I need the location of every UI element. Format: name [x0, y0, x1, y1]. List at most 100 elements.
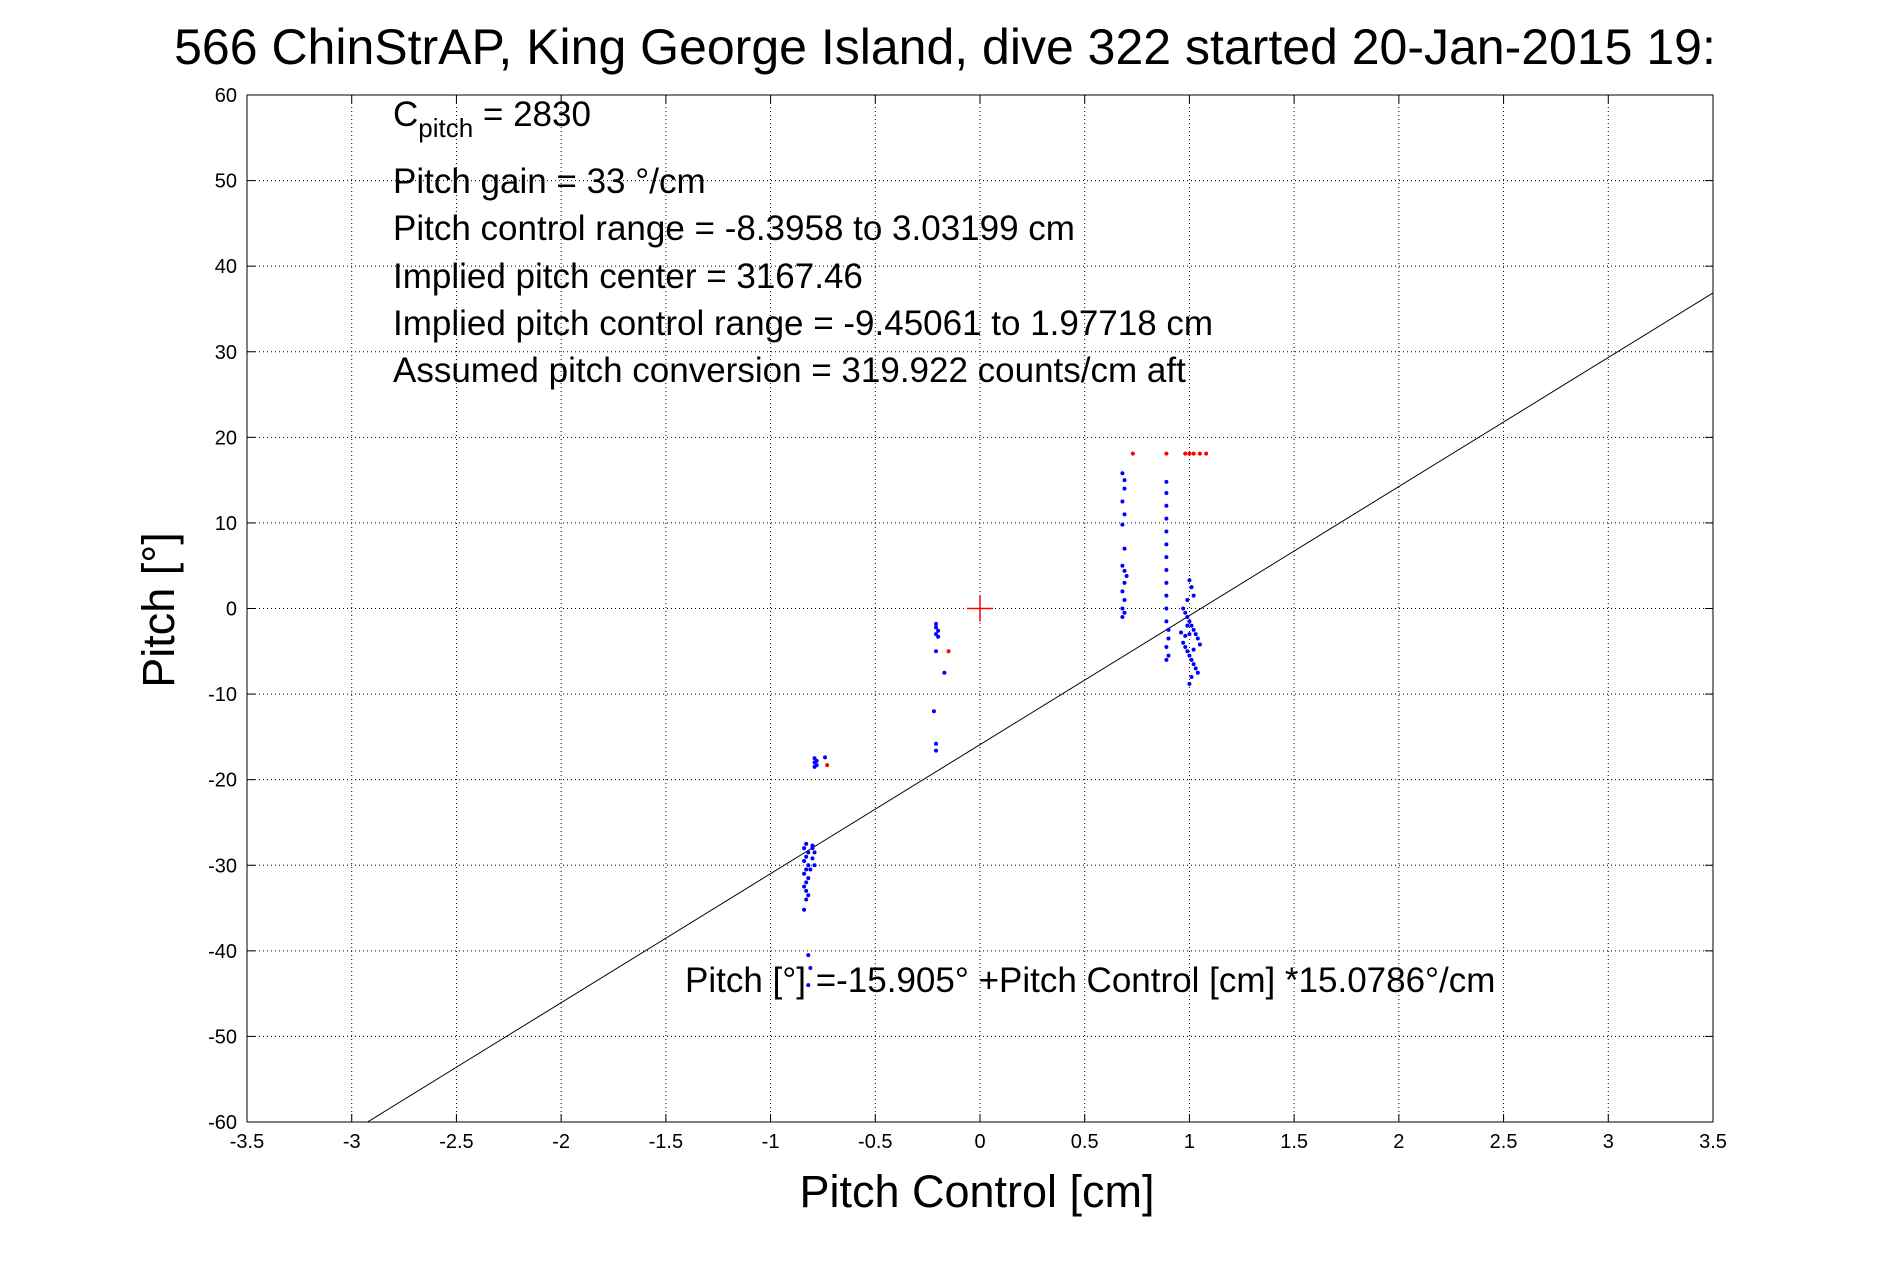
- y-tick-label: 20: [215, 427, 237, 449]
- x-tick-label: 0.5: [1071, 1131, 1099, 1153]
- data-point: [1164, 593, 1169, 598]
- data-point: [934, 649, 939, 654]
- x-tick-label: -2.5: [439, 1131, 473, 1153]
- y-tick-label: -20: [208, 770, 237, 792]
- data-point: [806, 893, 811, 898]
- data-point: [1197, 642, 1202, 647]
- data-point: [1193, 666, 1198, 671]
- x-tick-label: 3: [1603, 1131, 1614, 1153]
- data-point: [806, 850, 811, 855]
- x-tick-label: 0: [974, 1131, 985, 1153]
- x-tick-label: -0.5: [858, 1131, 892, 1153]
- data-point: [1164, 555, 1169, 560]
- data-point: [1191, 627, 1196, 632]
- data-point: [1164, 529, 1169, 534]
- x-tick-labels: -3.5 -3 -2.5 -2 -1.5 -1 -0.5 0 0.5 1 1.5 2 2.5 3 3.5: [230, 1131, 1727, 1153]
- data-point: [1181, 606, 1186, 611]
- data-point: [812, 764, 817, 769]
- data-point: [802, 858, 807, 863]
- data-point: [934, 621, 939, 626]
- data-point: [825, 763, 830, 768]
- data-point: [1191, 647, 1196, 652]
- x-tick-label: 1: [1184, 1131, 1195, 1153]
- y-tick-label: -60: [208, 1112, 237, 1134]
- data-point: [1120, 522, 1125, 527]
- data-point: [1191, 593, 1196, 598]
- data-point: [804, 854, 809, 859]
- data-point: [1166, 653, 1171, 658]
- y-tick-label: -50: [208, 1026, 237, 1048]
- y-tick-label: -30: [208, 855, 237, 877]
- data-point: [812, 850, 817, 855]
- annotations: Cpitch = 2830 Pitch gain = 33 °/cm Pitch…: [393, 95, 1495, 1000]
- data-point: [1164, 645, 1169, 650]
- x-tick-label: -1: [762, 1131, 780, 1153]
- data-point: [802, 871, 807, 876]
- data-point: [1164, 542, 1169, 547]
- data-point: [808, 867, 813, 872]
- data-point: [1122, 512, 1127, 517]
- data-point: [1164, 606, 1169, 611]
- x-tick-label: -1.5: [649, 1131, 683, 1153]
- data-point: [804, 897, 809, 902]
- data-point: [1195, 636, 1200, 641]
- data-point: [1185, 597, 1190, 602]
- y-tick-label: 30: [215, 342, 237, 364]
- data-point: [1181, 640, 1186, 645]
- data-point: [1183, 610, 1188, 615]
- data-point: [1191, 662, 1196, 667]
- data-point: [1122, 478, 1127, 483]
- data-point: [1164, 619, 1169, 624]
- c-pitch-annotation: Cpitch = 2830: [393, 95, 591, 143]
- y-axis-label: Pitch [°]: [133, 532, 184, 688]
- data-point: [1122, 568, 1127, 573]
- pitch-center-annotation: Implied pitch center = 3167.46: [393, 257, 863, 296]
- y-tick-label: 60: [215, 85, 237, 107]
- data-point: [1164, 503, 1169, 508]
- data-point: [1164, 580, 1169, 585]
- center-marker: [967, 595, 993, 622]
- data-point: [802, 907, 807, 912]
- c-pitch-value: = 2830: [473, 95, 591, 134]
- data-point: [1183, 645, 1188, 650]
- x-tick-label: -3.5: [230, 1131, 264, 1153]
- y-tick-label: -40: [208, 941, 237, 963]
- data-point: [1189, 657, 1194, 662]
- data-point: [1179, 630, 1184, 635]
- data-point: [1164, 479, 1169, 484]
- y-tick-label: -10: [208, 684, 237, 706]
- data-point: [936, 634, 941, 639]
- data-point: [1122, 597, 1127, 602]
- axis-ticks: [246, 94, 1714, 1123]
- data-point: [1120, 499, 1125, 504]
- data-point: [1187, 681, 1192, 686]
- y-tick-label: 50: [215, 171, 237, 193]
- data-point: [1120, 589, 1125, 594]
- data-point: [1183, 633, 1188, 638]
- data-point: [1164, 567, 1169, 572]
- data-point: [1122, 580, 1127, 585]
- y-tick-label: 10: [215, 513, 237, 535]
- conversion-annotation: Assumed pitch conversion = 319.922 count…: [393, 351, 1186, 390]
- c-pitch-main: C: [393, 95, 418, 134]
- data-point: [806, 876, 811, 881]
- x-tick-label: 2.5: [1490, 1131, 1518, 1153]
- data-point: [1164, 657, 1169, 662]
- data-point: [1164, 490, 1169, 495]
- data-point: [1120, 563, 1125, 568]
- data-point: [1195, 670, 1200, 675]
- data-point: [1187, 653, 1192, 658]
- data-point: [1130, 451, 1135, 456]
- x-tick-label: 2: [1393, 1131, 1404, 1153]
- data-point: [1187, 619, 1192, 624]
- data-point: [1185, 615, 1190, 620]
- data-point: [802, 846, 807, 851]
- chart-title: 566 ChinStrAP, King George Island, dive …: [174, 19, 1716, 75]
- data-point: [946, 649, 951, 654]
- data-point: [1164, 451, 1169, 456]
- data-point: [804, 880, 809, 885]
- y-tick-labels: -60 -50 -40 -30 -20 -10 0 10 20 30 40 50 60: [208, 85, 237, 1134]
- data-point: [1185, 649, 1190, 654]
- grid-lines: [247, 95, 1713, 1122]
